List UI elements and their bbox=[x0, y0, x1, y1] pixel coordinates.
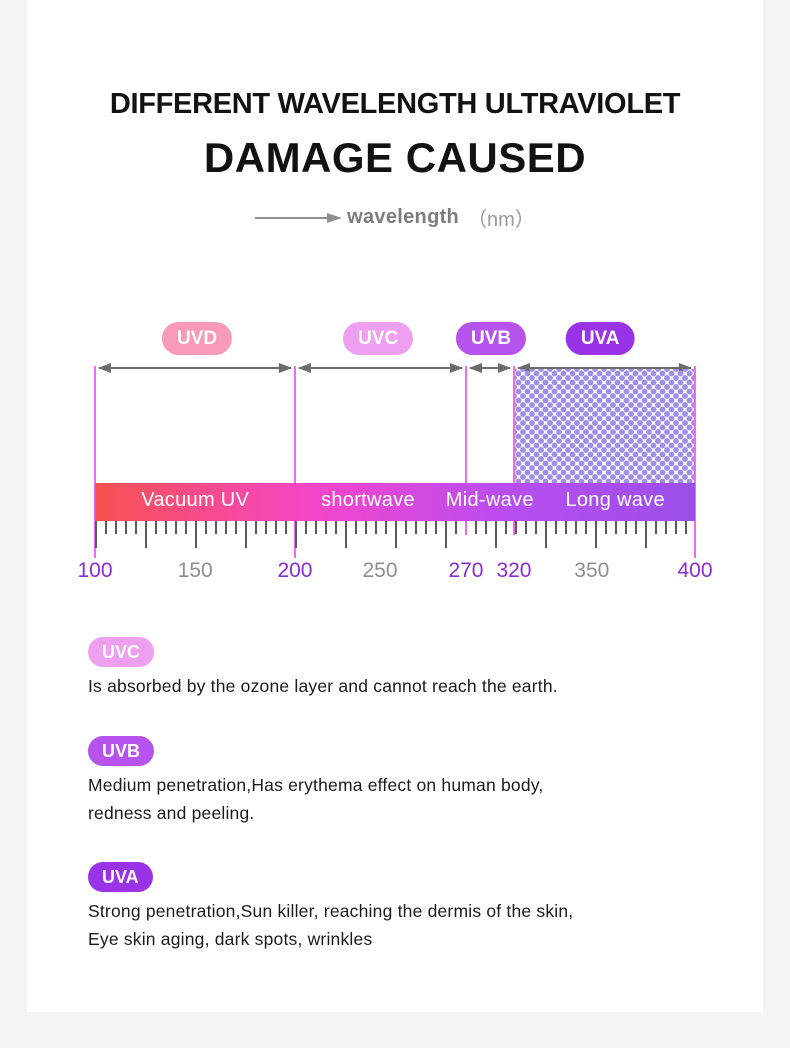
tick-label-250: 250 bbox=[362, 559, 398, 582]
badge-uvb: UVB bbox=[455, 322, 527, 355]
right-arrow-icon bbox=[255, 212, 343, 223]
section-badge-uvc: UVC bbox=[88, 637, 155, 667]
divider-400nm bbox=[694, 366, 696, 558]
tick-label-200: 200 bbox=[277, 559, 313, 582]
section-text-uva-line2: Eye skin aging, dark spots, wrinkles bbox=[88, 929, 373, 949]
badge-uvc: UVC bbox=[343, 322, 414, 355]
badge-uvd: UVD bbox=[161, 322, 233, 355]
bar-label-vacuum-uv: Vacuum UV bbox=[141, 489, 250, 511]
section-text-uvb-line1: Medium penetration,Has erythema effect o… bbox=[88, 775, 544, 795]
ruler-tick-270 bbox=[464, 521, 467, 535]
section-text-uvb: Medium penetration,Has erythema effect o… bbox=[88, 771, 718, 827]
section-badge-uva: UVA bbox=[88, 862, 153, 892]
tick-label-400: 400 bbox=[677, 559, 713, 582]
range-arrow-uvd bbox=[98, 363, 292, 373]
tick-label-270: 270 bbox=[448, 559, 484, 582]
section-text-uvb-line2: redness and peeling. bbox=[88, 803, 255, 823]
tick-label-150: 150 bbox=[177, 559, 213, 582]
axis-unit: （nm） bbox=[467, 209, 535, 231]
badge-uva: UVA bbox=[565, 322, 635, 355]
section-text-uvc-line1: Is absorbed by the ozone layer and canno… bbox=[88, 676, 558, 696]
spectrum-gradient-bar bbox=[95, 483, 695, 521]
range-arrow-uvb bbox=[468, 363, 511, 373]
ruler-ticks bbox=[95, 521, 695, 549]
tick-label-320: 320 bbox=[496, 559, 532, 582]
range-arrow-uvc bbox=[297, 363, 463, 373]
bar-label-mid-wave: Mid-wave bbox=[445, 489, 534, 511]
page-title-line1: DIFFERENT WAVELENGTH ULTRAVIOLET bbox=[109, 88, 681, 120]
section-badge-uvb: UVB bbox=[88, 736, 155, 766]
divider-270nm bbox=[464, 366, 467, 521]
bar-label-long-wave: Long wave bbox=[565, 489, 665, 511]
bar-label-shortwave: shortwave bbox=[321, 489, 415, 511]
page-title-line2: DAMAGE CAUSED bbox=[203, 134, 587, 181]
axis-label: wavelength bbox=[347, 206, 460, 228]
section-text-uva-line1: Strong penetration,Sun killer, reaching … bbox=[88, 901, 574, 921]
divider-320nm bbox=[512, 366, 515, 521]
uv-spectrum-chart: UVD UVC UVB UVA Vacuum UV shortwave Mid-… bbox=[77, 322, 713, 602]
ruler-tick-320 bbox=[512, 521, 515, 535]
tick-label-350: 350 bbox=[574, 559, 610, 582]
tick-label-100: 100 bbox=[77, 559, 113, 582]
uva-dot-pattern bbox=[513, 369, 695, 483]
wavelength-axis-caption: wavelength （nm） bbox=[0, 203, 790, 232]
section-text-uva: Strong penetration,Sun killer, reaching … bbox=[88, 897, 718, 953]
section-text-uvc: Is absorbed by the ozone layer and canno… bbox=[88, 672, 718, 700]
divider-200nm bbox=[293, 366, 296, 558]
range-arrow-uva bbox=[516, 363, 693, 373]
divider-100nm bbox=[94, 366, 96, 558]
